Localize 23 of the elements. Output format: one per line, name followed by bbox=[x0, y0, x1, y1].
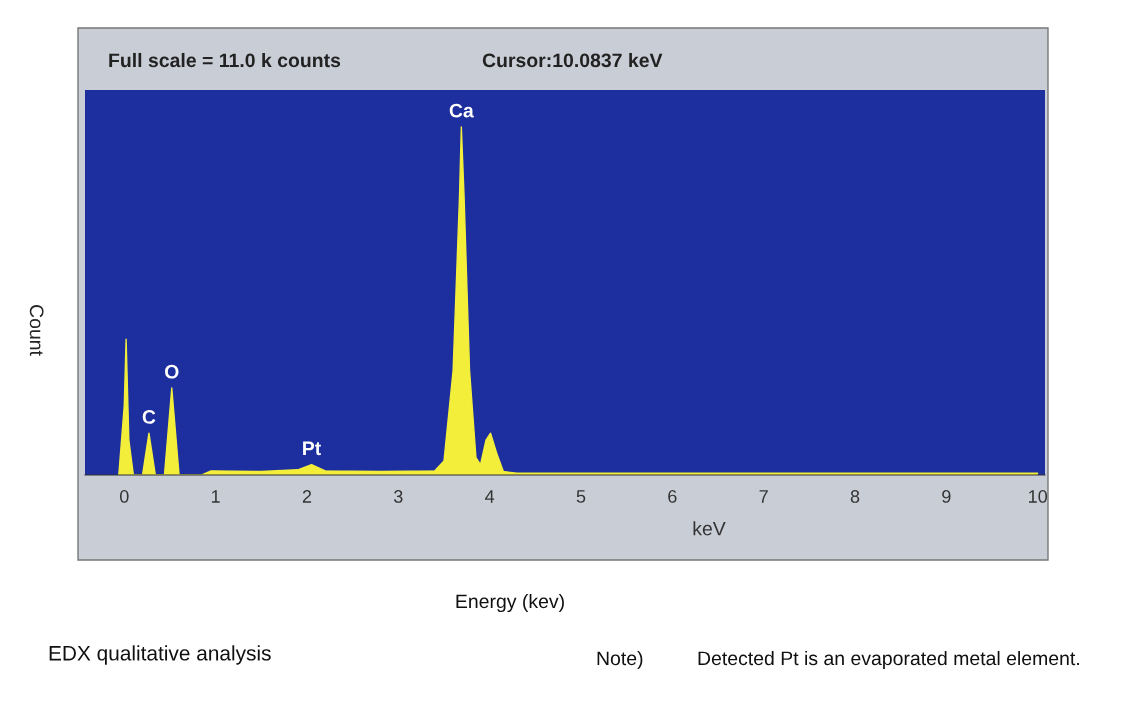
text: EDX qualitative analysis bbox=[49, 645, 271, 665]
x-tick-label: 5 bbox=[576, 490, 586, 503]
annotation: Ca bbox=[449, 103, 474, 118]
x-tick-label: 4 bbox=[485, 490, 495, 503]
text: Energy (kev) bbox=[456, 593, 564, 613]
x-tick-label: 10 bbox=[1029, 490, 1048, 503]
x-tick-label: 0 bbox=[119, 490, 129, 503]
x-axis-title: keV bbox=[693, 521, 726, 536]
chart-title: Full scale = 11.0 k counts bbox=[109, 52, 341, 68]
annotation: O bbox=[165, 364, 179, 379]
text: Detected Pt is an evaporated metal element. bbox=[698, 650, 1079, 670]
annotation: C bbox=[142, 410, 156, 424]
chart-subtitle: Cursor:10.0837 keV bbox=[482, 52, 663, 68]
x-tick-label: 6 bbox=[668, 490, 677, 503]
y-axis-title: Count bbox=[29, 305, 44, 356]
x-tick-label: 3 bbox=[393, 490, 403, 503]
text: Note) bbox=[597, 650, 643, 670]
x-tick-label: 9 bbox=[942, 490, 951, 503]
x-tick-label: 7 bbox=[759, 490, 768, 503]
x-tick-label: 1 bbox=[211, 490, 220, 503]
x-tick-label: 8 bbox=[850, 490, 860, 503]
annotation: Pt bbox=[303, 441, 322, 456]
x-tick-label: 2 bbox=[302, 490, 312, 503]
